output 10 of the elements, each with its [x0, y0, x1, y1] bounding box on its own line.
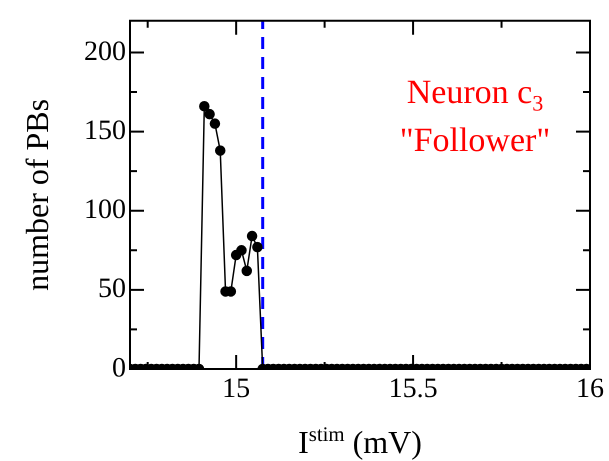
- annotation: "Follower": [400, 122, 550, 159]
- x-tick-label: 16: [576, 373, 604, 404]
- x-tick-label: 15.5: [388, 373, 438, 404]
- y-tick-label: 0: [112, 352, 126, 384]
- y-axis-title: number of PBs: [19, 98, 55, 291]
- y-tick-label: 150: [84, 114, 126, 146]
- y-tick-label: 200: [84, 36, 126, 67]
- y-tick-label: 50: [98, 273, 126, 304]
- y-tick-label: 100: [84, 194, 126, 226]
- x-tick-label: 15: [222, 373, 250, 404]
